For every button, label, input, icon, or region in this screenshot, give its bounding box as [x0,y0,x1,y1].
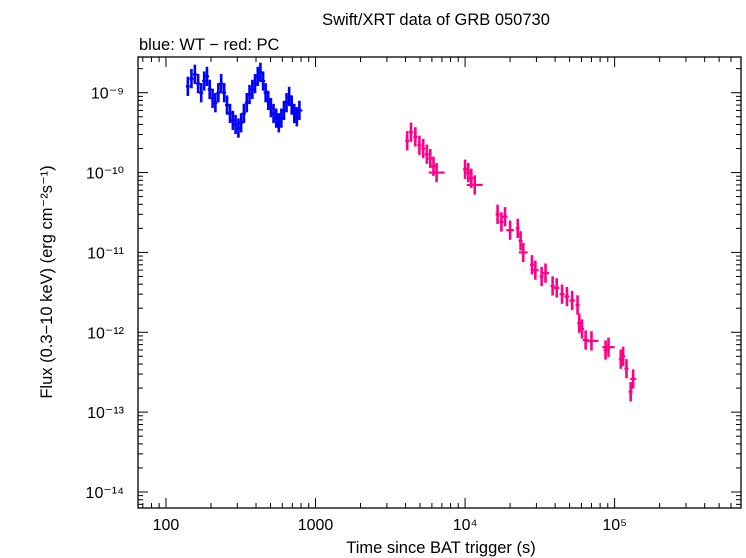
data-point [247,84,252,105]
series-wt [185,62,303,138]
data-point [228,103,233,124]
data-point [408,122,414,142]
data-point [222,83,227,103]
data-point [266,90,271,111]
data-point [584,331,599,351]
chart-subtitle: blue: WT − red: PC [139,36,280,54]
axis-ticks [138,57,742,508]
data-point [192,64,197,84]
data-point [518,242,528,263]
data-point [405,131,410,151]
data-point [539,266,544,287]
data-point [515,218,520,239]
data-point [185,76,190,97]
data-point [602,337,615,357]
data-point [268,98,273,118]
data-point [428,162,445,183]
data-point [207,79,212,100]
x-tick-label: 10⁴ [453,517,478,534]
data-point [532,260,539,280]
data-point [271,103,276,124]
data-point [466,175,483,195]
data-point [541,263,550,283]
data-point [529,255,534,275]
data-point [244,93,249,113]
data-point [219,73,224,94]
x-tick-label: 1000 [298,517,334,534]
data-point [413,127,418,147]
y-tick-label: 10⁻⁹ [91,86,124,103]
data-point [603,340,608,360]
data-point [233,114,238,135]
data-point [236,118,241,138]
data-point [463,159,468,179]
data-series [185,62,637,402]
data-point [579,319,584,339]
data-point [250,79,255,100]
y-tick-label: 10⁻¹⁰ [86,166,124,183]
x-tick-labels: 100 1000 10⁴ 10⁵ [153,517,627,534]
data-point [417,135,422,155]
data-point [241,103,246,124]
data-point [225,95,230,115]
data-point [569,290,575,311]
data-point [296,100,303,121]
data-point [204,66,209,87]
y-axis-label: Flux (0.3−10 keV) (erg cm⁻²s⁻¹) [38,165,56,398]
data-point [196,73,201,94]
x-tick-label: 10⁵ [602,517,626,534]
data-point [630,369,637,389]
data-point [628,382,633,402]
data-point [499,212,504,232]
data-point [424,144,429,164]
data-point [202,71,207,91]
data-point [506,220,514,240]
data-point [466,162,471,183]
plot-frame [137,56,742,509]
data-point [216,83,221,103]
data-point [213,93,218,113]
data-point [495,204,500,224]
data-point [199,83,204,103]
y-tick-label: 10⁻¹¹ [87,245,124,262]
y-tick-labels: 10⁻⁹ 10⁻¹⁰ 10⁻¹¹ 10⁻¹² 10⁻¹³ 10⁻¹⁴ [86,86,125,502]
x-tick-label: 100 [153,517,180,534]
y-tick-label: 10⁻¹³ [87,405,125,422]
data-point [253,73,258,94]
data-point [577,313,582,333]
data-point [550,276,555,296]
series-pc [405,122,637,402]
data-point [564,286,570,307]
data-point [230,110,235,131]
data-point [559,284,565,304]
chart-title: Swift/XRT data of GRB 050730 [322,11,550,29]
data-point [624,359,629,379]
data-point [239,113,244,133]
data-point [428,148,433,169]
data-point [258,62,263,82]
data-point [189,69,194,89]
data-point [261,71,266,91]
data-point [554,278,560,298]
x-axis-label: Time since BAT trigger (s) [346,539,535,557]
data-point [502,207,508,227]
data-point [518,231,523,251]
data-point [575,295,580,315]
y-tick-label: 10⁻¹² [87,325,125,342]
y-tick-label: 10⁻¹⁴ [86,485,125,502]
data-point [621,346,626,366]
data-point [421,138,426,159]
data-point [210,88,215,108]
